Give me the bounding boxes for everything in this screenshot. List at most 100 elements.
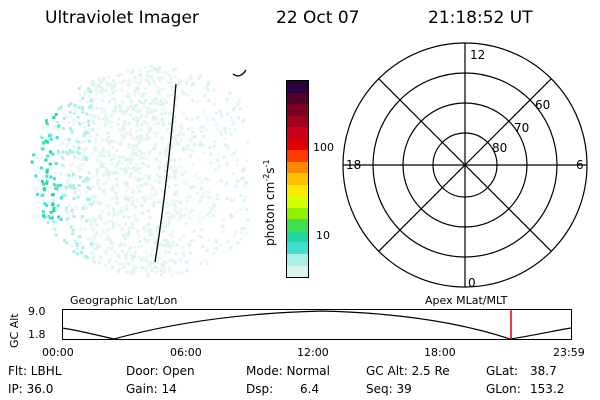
emission-pixel xyxy=(127,262,131,266)
emission-pixel xyxy=(45,168,49,172)
emission-pixel xyxy=(70,129,74,133)
emission-pixel xyxy=(84,255,88,258)
emission-pixel xyxy=(45,186,49,190)
emission-pixel xyxy=(85,219,89,223)
emission-pixel xyxy=(244,181,248,185)
emission-pixel xyxy=(148,102,152,106)
emission-pixel xyxy=(171,68,175,72)
emission-pixel xyxy=(106,93,110,97)
emission-pixel xyxy=(102,154,106,158)
emission-pixel xyxy=(171,259,175,262)
emission-pixel xyxy=(172,215,176,219)
emission-pixel xyxy=(130,255,134,259)
emission-pixel xyxy=(119,242,123,246)
emission-pixel xyxy=(122,167,126,171)
emission-pixel xyxy=(190,126,194,130)
emission-pixel xyxy=(153,101,157,105)
emission-pixel xyxy=(88,170,92,174)
emission-pixel xyxy=(95,223,99,227)
emission-pixel xyxy=(46,140,50,144)
emission-pixel xyxy=(89,98,93,102)
emission-pixel xyxy=(136,87,140,91)
emission-pixel xyxy=(188,216,191,220)
emission-pixel xyxy=(139,258,143,262)
emission-pixel xyxy=(94,88,98,91)
emission-pixel xyxy=(199,262,203,266)
emission-pixel xyxy=(99,86,103,90)
emission-pixel xyxy=(164,175,167,179)
emission-pixel xyxy=(128,130,132,134)
emission-pixel xyxy=(181,148,185,152)
emission-pixel xyxy=(148,174,151,178)
emission-pixel xyxy=(114,191,118,195)
emission-pixel xyxy=(86,87,90,91)
polar-grid: 12 18 6 0 60 70 80 xyxy=(342,42,588,290)
emission-pixel xyxy=(146,79,150,83)
emission-pixel xyxy=(105,221,109,225)
emission-pixel xyxy=(55,122,58,125)
emission-pixel xyxy=(110,266,114,269)
emission-pixel xyxy=(181,180,185,184)
emission-pixel xyxy=(119,167,123,171)
emission-pixel xyxy=(225,197,229,201)
lat-label-60: 60 xyxy=(535,98,550,112)
emission-pixel xyxy=(205,213,209,217)
emission-pixel xyxy=(154,98,158,102)
emission-pixel xyxy=(142,137,146,141)
emission-pixel xyxy=(77,146,81,150)
emission-pixel xyxy=(84,180,88,184)
emission-pixel xyxy=(158,93,162,96)
mlt-label-0: 0 xyxy=(468,276,476,290)
emission-pixel xyxy=(123,194,127,198)
emission-pixel xyxy=(88,89,92,93)
emission-pixel xyxy=(86,119,90,123)
emission-pixel xyxy=(229,215,233,219)
emission-pixel xyxy=(91,152,94,156)
emission-pixel xyxy=(133,218,137,222)
emission-pixel xyxy=(68,184,72,188)
emission-pixel xyxy=(88,106,92,109)
emission-pixel xyxy=(142,101,146,105)
emission-pixel xyxy=(226,112,229,116)
emission-pixel xyxy=(45,181,49,185)
emission-pixel xyxy=(82,204,86,207)
emission-pixel xyxy=(145,133,149,136)
lat-label-80: 80 xyxy=(492,141,507,155)
emission-pixel xyxy=(39,191,43,195)
emission-pixel xyxy=(69,225,73,229)
emission-pixel xyxy=(183,171,187,175)
emission-pixel xyxy=(204,127,208,131)
emission-pixel xyxy=(96,245,99,249)
emission-pixel xyxy=(87,123,91,127)
emission-pixel xyxy=(109,158,113,162)
emission-pixel xyxy=(166,80,170,84)
auroral-image xyxy=(30,65,250,278)
emission-pixel xyxy=(145,265,149,269)
emission-pixel xyxy=(107,170,111,174)
polar-diagonal-2 xyxy=(378,78,552,252)
emission-pixel xyxy=(159,151,162,155)
emission-pixel xyxy=(177,212,180,216)
emission-pixel xyxy=(45,121,49,125)
emission-pixel xyxy=(71,212,75,216)
emission-pixel xyxy=(112,98,116,101)
emission-pixel xyxy=(132,148,136,152)
emission-pixel xyxy=(181,245,185,249)
emission-pixel xyxy=(91,252,95,256)
emission-pixel xyxy=(99,255,103,259)
emission-pixel xyxy=(99,202,103,205)
emission-pixel xyxy=(93,254,97,258)
emission-pixel xyxy=(157,79,161,83)
emission-pixel xyxy=(193,174,197,178)
emission-pixel xyxy=(124,109,128,113)
emission-pixel xyxy=(190,83,194,87)
emission-pixel xyxy=(166,223,169,227)
emission-pixel xyxy=(41,210,45,214)
emission-pixel xyxy=(226,145,230,149)
emission-pixel xyxy=(148,129,151,133)
emission-pixel xyxy=(178,210,181,213)
emission-pixel xyxy=(142,226,146,230)
emission-pixel xyxy=(228,128,231,132)
emission-pixel xyxy=(99,80,103,84)
emission-pixel xyxy=(56,204,60,208)
